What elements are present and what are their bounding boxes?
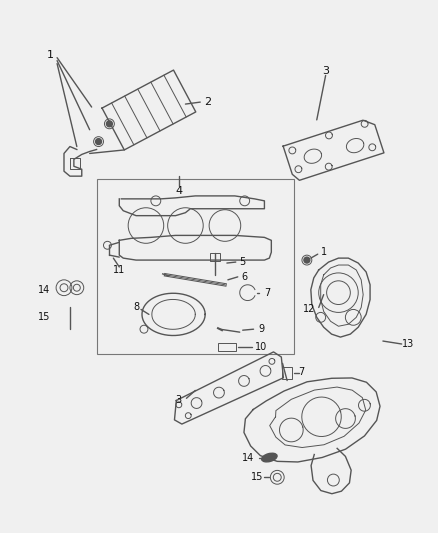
Circle shape: [303, 257, 309, 263]
Circle shape: [95, 139, 101, 144]
Text: 4: 4: [175, 186, 182, 196]
Text: 3: 3: [175, 395, 181, 405]
Bar: [210, 253, 219, 261]
Text: 8: 8: [133, 302, 139, 312]
Text: 1: 1: [46, 50, 53, 60]
Text: 14: 14: [38, 285, 50, 295]
Text: 7: 7: [264, 288, 270, 297]
Text: 7: 7: [297, 367, 304, 377]
Bar: [96, 179, 293, 354]
Text: 2: 2: [204, 97, 211, 107]
Text: 11: 11: [113, 265, 125, 275]
Text: 3: 3: [321, 66, 328, 76]
Text: 14: 14: [241, 453, 253, 463]
Text: 13: 13: [400, 339, 413, 349]
Text: 1: 1: [320, 247, 326, 257]
Text: 12: 12: [302, 304, 314, 314]
Text: 6: 6: [241, 272, 247, 282]
Text: 15: 15: [38, 312, 50, 322]
Circle shape: [106, 121, 112, 127]
Text: 10: 10: [255, 342, 267, 352]
Bar: [282, 367, 291, 378]
Text: 15: 15: [251, 472, 263, 482]
Text: 5: 5: [239, 257, 245, 267]
Bar: [218, 343, 235, 351]
Ellipse shape: [261, 453, 276, 462]
Text: 9: 9: [258, 324, 264, 334]
